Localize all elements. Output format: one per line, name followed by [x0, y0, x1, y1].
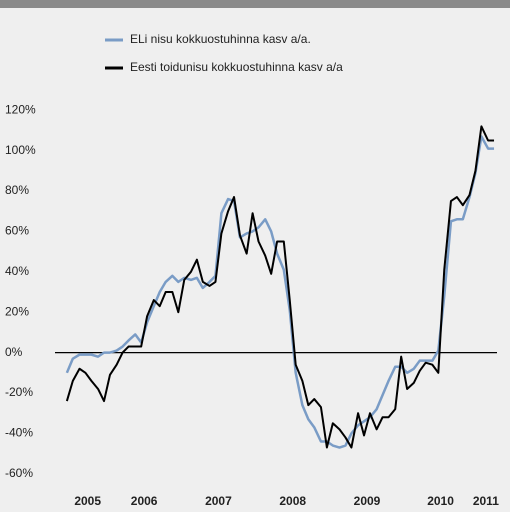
top-bar — [0, 0, 510, 8]
series-line — [65, 125, 495, 449]
legend-label: Eesti toidunisu kokkuostuhinna kasv a/a — [130, 60, 343, 74]
y-tick-label: 120% — [5, 102, 36, 116]
y-tick-label: -20% — [5, 385, 33, 399]
series-line — [65, 135, 495, 449]
y-tick-label: 100% — [5, 143, 36, 157]
x-tick-label: 2009 — [354, 494, 381, 508]
y-tick-label: 0% — [5, 345, 23, 359]
y-tick-label: 60% — [5, 224, 29, 238]
y-tick-label: 20% — [5, 304, 29, 318]
y-tick-label: -40% — [5, 426, 33, 440]
x-tick-label: 2005 — [74, 494, 101, 508]
x-tick-label: 2007 — [205, 494, 232, 508]
legend-label: ELi nisu kokkuostuhinna kasv a/a. — [130, 32, 311, 46]
y-tick-label: -60% — [5, 466, 33, 480]
y-tick-label: 80% — [5, 183, 29, 197]
x-tick-label: 2006 — [131, 494, 158, 508]
x-tick-label: 2008 — [279, 494, 306, 508]
y-tick-label: 40% — [5, 264, 29, 278]
x-tick-label: 2010 — [427, 494, 454, 508]
x-tick-label: 2011 — [473, 494, 499, 508]
